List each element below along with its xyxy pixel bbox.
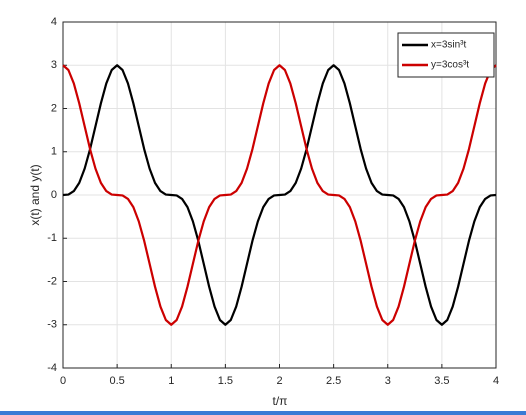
x-tick-label: 1.5 [218, 375, 233, 387]
legend-box [397, 32, 495, 78]
y-tick-label: -1 [47, 232, 57, 244]
y-tick-label: 2 [51, 102, 57, 114]
x-tick-label: 2.5 [326, 375, 341, 387]
x-tick-label: 2 [276, 375, 282, 387]
data-line [62, 64, 497, 326]
y-tick-label: 1 [51, 146, 57, 158]
y-tick-label: 0 [51, 189, 57, 201]
y-tick-label: 4 [51, 16, 57, 28]
x-tick-label: 1 [168, 375, 174, 387]
y-tick-label: -4 [47, 362, 57, 374]
x-tick-label: 3.5 [434, 375, 449, 387]
x-tick-label: 3 [385, 375, 391, 387]
y-tick-label: -3 [47, 319, 57, 331]
legend-label: y=3cos³t [431, 60, 469, 71]
legend-label: x=3sin³t [431, 40, 467, 51]
y-tick-label: -2 [47, 275, 57, 287]
x-tick-label: 4 [493, 375, 499, 387]
y-tick-label: 3 [51, 59, 57, 71]
y-axis-label: x(t) and y(t) [28, 164, 42, 225]
x-tick-label: 0 [60, 375, 66, 387]
x-axis-label: t/π [273, 394, 288, 408]
x-tick-label: 0.5 [109, 375, 124, 387]
window-edge [0, 411, 526, 415]
data-line [62, 64, 497, 326]
